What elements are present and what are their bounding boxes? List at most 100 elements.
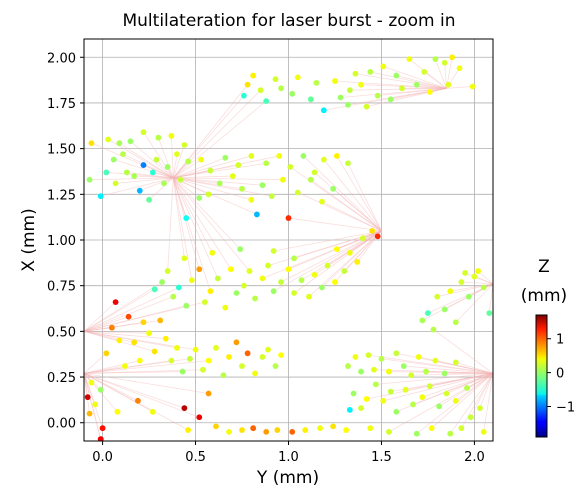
fan-line [461,373,493,429]
fan-line [273,230,382,252]
scatter-point [103,169,110,176]
scatter-point [250,425,257,432]
fan-line [84,352,107,374]
scatter-point [149,169,156,176]
scatter-point [105,136,112,143]
colorbar-tick-label: 1 [556,333,564,348]
fan-line [396,75,447,89]
fan-line [173,177,258,215]
scatter-point [319,284,325,291]
fan-line [455,373,493,402]
scatter-point [161,180,167,187]
scatter-point [192,346,199,353]
fan-line [84,327,112,332]
scatter-point [205,390,212,397]
scatter-point [458,279,465,285]
fan-line [334,80,447,89]
scatter-point [358,81,364,88]
fan-line [435,360,493,374]
fan-line [173,177,243,190]
scatter-point [97,436,104,441]
colorbar-ticks: −1 0 1 [547,333,575,416]
scatter-point [185,158,192,165]
scatter-point [168,357,175,364]
grid [84,39,493,441]
fan-line [172,177,193,281]
scatter-point [371,366,377,373]
y-tick-label: 0.00 [47,417,76,432]
scatter-point [240,282,247,289]
scatter-point [97,386,104,393]
fan-line [84,373,200,418]
scatter-point [252,295,258,302]
y-tick-label: 1.00 [47,234,76,249]
fan-line [416,84,447,89]
scatter-point [430,326,437,333]
scatter-point [393,408,400,415]
scatter-point [415,354,422,360]
scatter-point [99,425,106,432]
fan-line [355,73,447,89]
scatter-point [140,129,147,136]
scatter-point [200,366,206,373]
fan-line [466,373,493,389]
scatter-point [280,176,286,183]
fan-line [412,373,493,405]
scatter-point [432,357,439,364]
scatter-point [239,427,245,433]
scatter-point [432,56,439,62]
fan-line [450,283,493,292]
scatter-point [428,425,435,432]
scatter-points [84,54,493,441]
scatter-point [131,339,138,346]
fan-line [106,171,174,179]
fan-line [409,58,447,89]
fan-line [152,172,174,179]
fan-line [84,371,183,374]
fan-line [455,283,493,323]
scatter-point [413,430,420,437]
scatter-point [198,156,205,163]
fan-line [84,330,150,334]
scatter-point [227,266,234,273]
scatter-point [263,98,270,105]
scatter-point [374,92,381,99]
scatter-point [233,339,240,346]
scatter-point [214,275,221,282]
scatter-point [374,233,381,240]
y-tick-label: 0.75 [47,280,76,295]
fan-line [84,305,187,332]
fan-line [405,372,493,391]
fan-line [113,159,174,179]
scatter-point [465,293,472,300]
fan-line [388,371,493,374]
scatter-point [380,397,387,404]
scatter-point [363,396,370,402]
fan-line [455,362,493,374]
fan-line [327,230,382,266]
scatter-point [248,153,255,159]
scatter-point [274,427,281,433]
fan-line [84,301,116,332]
scatter-point [201,299,208,306]
scatter-point [127,138,134,145]
fan-line [483,373,493,432]
scatter-point [181,405,188,412]
fan-line [464,272,493,285]
scatter-point [151,348,158,355]
fan-line [433,329,493,374]
fan-line [368,354,493,374]
fan-line [336,155,382,232]
fan-line [84,330,166,340]
scatter-point [168,132,175,139]
scatter-point [447,288,454,295]
scatter-point [285,266,292,273]
scatter-point [265,346,271,353]
scatter-point [452,319,459,326]
scatter-point [185,427,192,433]
chart-title: Multilateration for laser burst - zoom i… [122,11,455,31]
scatter-point [244,81,251,88]
scatter-point [174,344,180,351]
fan-line [84,320,161,332]
